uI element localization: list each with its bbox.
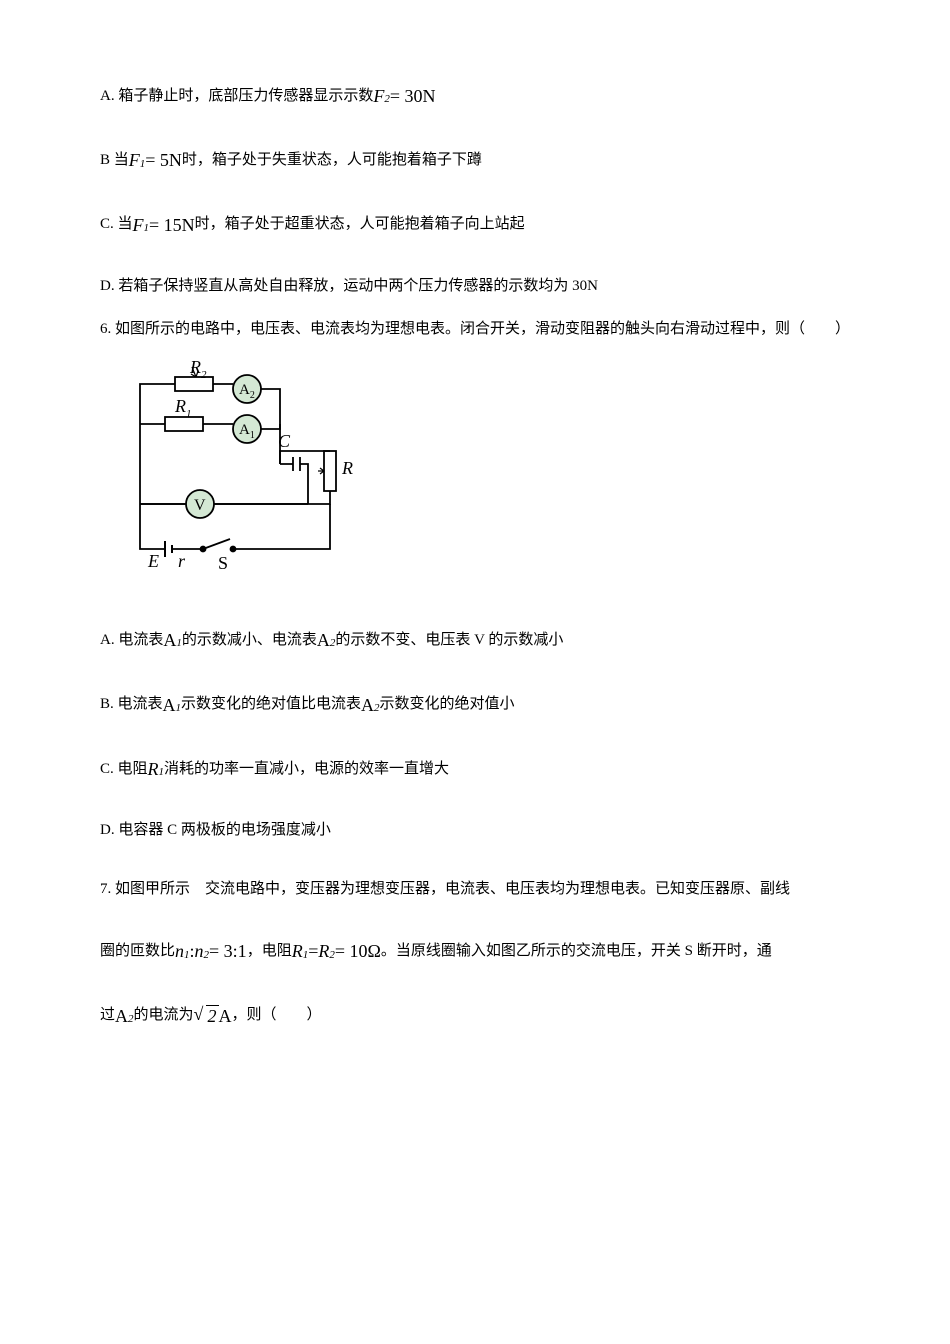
text: B 当 xyxy=(100,147,129,174)
q5-option-a: A. 箱子静止时，底部压力传感器显示示数 F2 = 30N xyxy=(100,80,850,112)
text: 圈的匝数比 xyxy=(100,938,175,965)
battery-icon xyxy=(165,541,172,557)
q5-option-b: B 当 F1 = 5N 时，箱子处于失重状态，人可能抱着箱子下蹲 xyxy=(100,144,850,176)
label-c: C xyxy=(278,431,291,451)
text: ，则（ ） xyxy=(232,1002,322,1029)
wire xyxy=(233,504,330,549)
text: C. 电阻 xyxy=(100,756,148,783)
label-e: E xyxy=(147,551,159,571)
sym-r1: R1 xyxy=(148,753,165,785)
switch-arm xyxy=(203,539,230,549)
formula-sqrt2a: 2A xyxy=(194,1000,232,1032)
text: C. 当 xyxy=(100,211,133,238)
q6-option-a: A. 电流表 A1 的示数减小、电流表 A2 的示数不变、电压表 V 的示数减小 xyxy=(100,624,850,656)
sym-a1: A1 xyxy=(163,624,182,656)
text: 的示数减小、电流表 xyxy=(182,627,317,654)
wire xyxy=(140,384,175,424)
wire xyxy=(140,504,165,549)
text: B. 电流表 xyxy=(100,691,163,718)
resistor-r1 xyxy=(165,417,203,431)
formula-f1-15n: F1 = 15N xyxy=(133,209,195,241)
text: A. 箱子静止时，底部压力传感器显示示数 xyxy=(100,83,373,110)
label-v: V xyxy=(194,497,206,514)
text: 时，箱子处于失重状态，人可能抱着箱子下蹲 xyxy=(182,147,482,174)
text: 的示数不变、电压表 V 的示数减小 xyxy=(335,627,563,654)
text: ，电阻 xyxy=(247,938,292,965)
sym-a2: A2 xyxy=(361,689,380,721)
wire xyxy=(280,451,330,464)
text: 6. 如图所示的电路中，电压表、电流表均为理想电表。闭合开关，滑动变阻器的触头向… xyxy=(100,316,850,343)
circuit-svg: R2 A2 R1 A1 C R V E r S xyxy=(120,359,355,579)
resistor-r2 xyxy=(175,377,213,391)
wire xyxy=(261,424,280,429)
formula-resistors: R1 = R2 = 10Ω xyxy=(292,935,381,967)
formula-f1-5n: F1 = 5N xyxy=(129,144,182,176)
text: D. 若箱子保持竖直从高处自由释放，运动中两个压力传感器的示数均为 30N xyxy=(100,273,598,300)
q7-stem-line1: 7. 如图甲所示 交流电路中，变压器为理想变压器，电流表、电压表均为理想电表。已… xyxy=(100,876,850,903)
sym-a2: A2 xyxy=(115,1000,134,1032)
text: 时，箱子处于超重状态，人可能抱着箱子向上站起 xyxy=(195,211,525,238)
text: A. 电流表 xyxy=(100,627,163,654)
text: 过 xyxy=(100,1002,115,1029)
sym-a1: A1 xyxy=(163,689,182,721)
q6-option-c: C. 电阻 R1 消耗的功率一直减小，电源的效率一直增大 xyxy=(100,753,850,785)
formula-f2: F2 = 30N xyxy=(373,80,435,112)
text: D. 电容器 C 两极板的电场强度减小 xyxy=(100,817,331,844)
q6-option-d: D. 电容器 C 两极板的电场强度减小 xyxy=(100,817,850,844)
q7-stem-line3: 过 A2 的电流为 2A ，则（ ） xyxy=(100,1000,850,1032)
q5-option-c: C. 当 F1 = 15N 时，箱子处于超重状态，人可能抱着箱子向上站起 xyxy=(100,209,850,241)
text: 示数变化的绝对值小 xyxy=(380,691,515,718)
wire xyxy=(140,491,330,504)
formula-ratio: n1 : n2 = 3:1 xyxy=(175,935,247,967)
text: 。当原线圈输入如图乙所示的交流电压，开关 S 断开时，通 xyxy=(381,938,772,965)
text: 的电流为 xyxy=(134,1002,194,1029)
label-r: R xyxy=(341,458,353,478)
wire xyxy=(261,389,280,424)
text: 示数变化的绝对值比电流表 xyxy=(181,691,361,718)
sym-a2: A2 xyxy=(317,624,336,656)
text: 消耗的功率一直减小，电源的效率一直增大 xyxy=(164,756,449,783)
label-s: S xyxy=(218,553,228,573)
capacitor-c xyxy=(280,457,308,504)
q5-option-d: D. 若箱子保持竖直从高处自由释放，运动中两个压力传感器的示数均为 30N xyxy=(100,273,850,300)
q6-stem: 6. 如图所示的电路中，电压表、电流表均为理想电表。闭合开关，滑动变阻器的触头向… xyxy=(100,316,850,343)
rheostat-r xyxy=(324,451,336,491)
text: 7. 如图甲所示 交流电路中，变压器为理想变压器，电流表、电压表均为理想电表。已… xyxy=(100,876,790,903)
q7-stem-line2: 圈的匝数比 n1 : n2 = 3:1 ，电阻 R1 = R2 = 10Ω 。当… xyxy=(100,935,850,967)
q6-option-b: B. 电流表 A1 示数变化的绝对值比电流表 A2 示数变化的绝对值小 xyxy=(100,689,850,721)
circuit-diagram: R2 A2 R1 A1 C R V E r S xyxy=(120,359,850,584)
label-r-internal: r xyxy=(178,551,186,571)
